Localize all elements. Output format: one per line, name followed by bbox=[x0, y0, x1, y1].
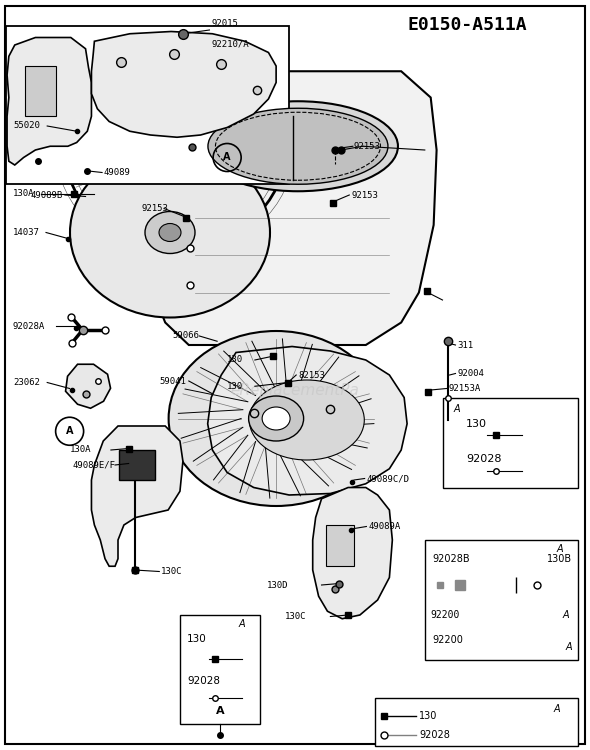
Text: 130D: 130D bbox=[267, 580, 288, 590]
Text: 92028: 92028 bbox=[187, 676, 220, 686]
Bar bbox=[119, 450, 155, 480]
Polygon shape bbox=[91, 426, 183, 566]
Text: 130A: 130A bbox=[13, 189, 34, 198]
Bar bbox=[375, 698, 578, 746]
Bar bbox=[425, 540, 578, 660]
Polygon shape bbox=[65, 364, 110, 408]
Text: E0150-A511A: E0150-A511A bbox=[407, 16, 527, 34]
Ellipse shape bbox=[198, 101, 398, 191]
Text: A: A bbox=[554, 704, 560, 713]
Text: 92153: 92153 bbox=[142, 204, 169, 213]
Ellipse shape bbox=[250, 380, 364, 460]
Text: 92153A: 92153A bbox=[448, 384, 481, 393]
Ellipse shape bbox=[262, 407, 290, 430]
Text: 92028A: 92028A bbox=[13, 322, 45, 331]
Ellipse shape bbox=[169, 331, 384, 506]
Text: 130: 130 bbox=[227, 356, 243, 364]
Text: 92200: 92200 bbox=[432, 635, 463, 645]
Text: 130A: 130A bbox=[70, 446, 91, 454]
Text: A: A bbox=[66, 426, 73, 436]
Text: 130C: 130C bbox=[160, 567, 182, 576]
Ellipse shape bbox=[208, 108, 388, 184]
Text: 311: 311 bbox=[457, 340, 473, 350]
Bar bbox=[326, 525, 354, 566]
Text: A: A bbox=[566, 643, 572, 652]
Text: 130B: 130B bbox=[547, 554, 572, 563]
Polygon shape bbox=[208, 346, 407, 495]
Text: A: A bbox=[224, 152, 231, 163]
Text: 92210/A: 92210/A bbox=[211, 40, 249, 49]
Polygon shape bbox=[150, 71, 437, 345]
Text: 59066: 59066 bbox=[172, 332, 199, 340]
Text: 92028: 92028 bbox=[419, 730, 450, 740]
Text: 59041: 59041 bbox=[159, 376, 186, 386]
Text: A: A bbox=[563, 610, 569, 620]
Text: 14037: 14037 bbox=[13, 228, 40, 237]
Text: 130: 130 bbox=[187, 634, 206, 644]
Text: 23062: 23062 bbox=[13, 378, 40, 387]
Bar bbox=[6, 26, 289, 184]
Text: A: A bbox=[557, 544, 563, 554]
Text: A: A bbox=[453, 404, 460, 413]
Text: A: A bbox=[215, 706, 224, 716]
Text: 130: 130 bbox=[227, 382, 243, 391]
Bar bbox=[442, 398, 578, 488]
Text: 92004: 92004 bbox=[457, 369, 484, 378]
Text: 92153: 92153 bbox=[354, 142, 381, 151]
Ellipse shape bbox=[145, 211, 195, 254]
Text: 49089E/F: 49089E/F bbox=[73, 460, 116, 470]
Text: 92028B: 92028B bbox=[432, 554, 470, 563]
Text: 92015: 92015 bbox=[211, 20, 238, 28]
Text: 49089A: 49089A bbox=[369, 522, 401, 531]
Text: 82153: 82153 bbox=[298, 370, 325, 380]
Bar bbox=[180, 615, 260, 724]
Text: 130: 130 bbox=[466, 419, 487, 428]
Text: 55020: 55020 bbox=[13, 122, 40, 130]
Text: 130: 130 bbox=[419, 711, 437, 722]
Polygon shape bbox=[313, 488, 392, 619]
Bar bbox=[25, 66, 56, 116]
Ellipse shape bbox=[248, 396, 304, 441]
Ellipse shape bbox=[159, 224, 181, 242]
Text: 92028: 92028 bbox=[466, 454, 502, 464]
Text: 92153: 92153 bbox=[351, 190, 378, 200]
Text: 49089: 49089 bbox=[103, 168, 130, 177]
Text: 49089C/D: 49089C/D bbox=[367, 474, 410, 483]
Text: A: A bbox=[238, 619, 245, 628]
Text: eReplacementPa: eReplacementPa bbox=[231, 382, 359, 398]
Text: 130C: 130C bbox=[286, 612, 307, 621]
Polygon shape bbox=[7, 38, 91, 165]
Polygon shape bbox=[91, 32, 276, 137]
Text: 92200: 92200 bbox=[431, 610, 460, 620]
Text: 49089B: 49089B bbox=[31, 190, 63, 200]
Ellipse shape bbox=[70, 148, 270, 317]
